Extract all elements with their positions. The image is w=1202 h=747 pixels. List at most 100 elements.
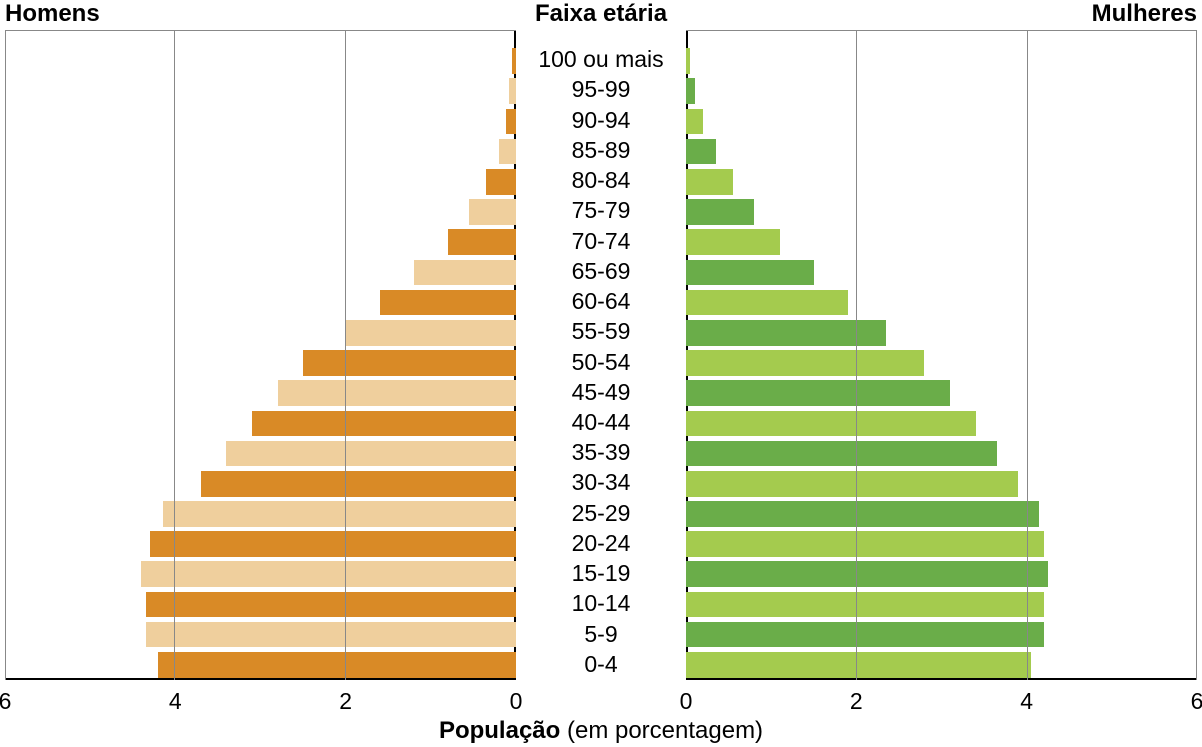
female-bar-row <box>686 348 1196 378</box>
plot-area: 100 ou mais95-9990-9485-8980-8475-7970-7… <box>5 30 1197 680</box>
female-bar-row <box>686 106 1196 136</box>
male-x-axis <box>6 678 516 680</box>
male-header: Homens <box>5 0 100 28</box>
male-bar-row <box>6 469 516 499</box>
male-bar <box>469 199 516 225</box>
age-group-label: 40-44 <box>516 409 686 436</box>
female-bar <box>686 139 716 165</box>
male-bar-row <box>6 499 516 529</box>
female-bar <box>686 48 690 74</box>
age-group-label: 60-64 <box>516 288 686 315</box>
male-bar-row <box>6 408 516 438</box>
age-group-label: 80-84 <box>516 167 686 194</box>
female-bar <box>686 229 780 255</box>
age-group-header: Faixa etária <box>535 0 667 28</box>
age-group-label: 10-14 <box>516 590 686 617</box>
female-bar <box>686 411 976 437</box>
male-bar <box>380 290 516 316</box>
female-bar <box>686 622 1044 648</box>
female-bar-row <box>686 197 1196 227</box>
age-group-label: 55-59 <box>516 318 686 345</box>
male-bar-row <box>6 76 516 106</box>
male-bar <box>201 471 516 497</box>
female-bar <box>686 350 924 376</box>
male-bar-row <box>6 137 516 167</box>
female-bar-row <box>686 318 1196 348</box>
female-bar <box>686 260 814 286</box>
male-bar <box>146 622 516 648</box>
age-group-label: 70-74 <box>516 228 686 255</box>
x-tick-label: 2 <box>339 688 352 715</box>
female-bar-row <box>686 650 1196 680</box>
male-bar <box>509 78 516 104</box>
male-bar-row <box>6 559 516 589</box>
male-bar-row <box>6 288 516 318</box>
male-bar <box>499 139 516 165</box>
gridline <box>345 31 346 680</box>
male-bar <box>346 320 516 346</box>
female-bar <box>686 109 703 135</box>
male-bar-row <box>6 650 516 680</box>
female-bar-row <box>686 529 1196 559</box>
population-pyramid-chart: Homens Faixa etária Mulheres 100 ou mais… <box>0 0 1202 747</box>
female-panel <box>686 30 1197 680</box>
age-group-label: 25-29 <box>516 500 686 527</box>
male-bar <box>278 380 516 406</box>
male-bar <box>303 350 516 376</box>
female-bar-row <box>686 76 1196 106</box>
female-bar <box>686 561 1048 587</box>
x-tick-labels: 64200246 <box>5 682 1197 712</box>
male-bar-row <box>6 167 516 197</box>
gridline <box>856 31 857 680</box>
age-group-label: 95-99 <box>516 76 686 103</box>
age-labels-column: 100 ou mais95-9990-9485-8980-8475-7970-7… <box>516 30 686 680</box>
male-bars-container <box>6 46 516 680</box>
x-tick-label: 0 <box>680 688 693 715</box>
male-bar <box>146 592 516 618</box>
x-tick-label: 2 <box>850 688 863 715</box>
male-bar <box>414 260 516 286</box>
female-bar <box>686 78 695 104</box>
male-bar-row <box>6 227 516 257</box>
female-bar-row <box>686 438 1196 468</box>
x-tick-label: 4 <box>1020 688 1033 715</box>
male-bar <box>141 561 516 587</box>
female-bar-row <box>686 227 1196 257</box>
male-bar <box>226 441 516 467</box>
female-bar-row <box>686 408 1196 438</box>
x-axis-title-bold: População <box>439 717 560 744</box>
male-bar-row <box>6 257 516 287</box>
age-group-label: 50-54 <box>516 349 686 376</box>
male-bar <box>486 169 516 195</box>
female-bar <box>686 652 1031 678</box>
male-bar-row <box>6 438 516 468</box>
age-group-label: 30-34 <box>516 469 686 496</box>
male-bar <box>506 109 516 135</box>
x-tick-label: 6 <box>0 688 11 715</box>
female-bar-row <box>686 620 1196 650</box>
age-group-label: 65-69 <box>516 258 686 285</box>
age-group-label: 75-79 <box>516 197 686 224</box>
female-bar-row <box>686 499 1196 529</box>
male-bar-row <box>6 589 516 619</box>
male-bar-row <box>6 348 516 378</box>
gridline <box>1027 31 1028 680</box>
x-tick-label: 0 <box>510 688 523 715</box>
male-bar-row <box>6 318 516 348</box>
age-group-label: 35-39 <box>516 439 686 466</box>
age-group-label: 85-89 <box>516 137 686 164</box>
chart-header: Homens Faixa etária Mulheres <box>0 0 1202 30</box>
age-group-label: 90-94 <box>516 107 686 134</box>
age-group-label: 15-19 <box>516 560 686 587</box>
female-bar-row <box>686 589 1196 619</box>
female-bar <box>686 199 754 225</box>
female-bars-container <box>686 46 1196 680</box>
age-group-label: 45-49 <box>516 379 686 406</box>
female-bar-row <box>686 46 1196 76</box>
female-bar-row <box>686 378 1196 408</box>
female-bar <box>686 441 997 467</box>
male-panel <box>5 30 516 680</box>
age-group-label: 20-24 <box>516 530 686 557</box>
female-bar <box>686 471 1018 497</box>
female-bar-row <box>686 559 1196 589</box>
